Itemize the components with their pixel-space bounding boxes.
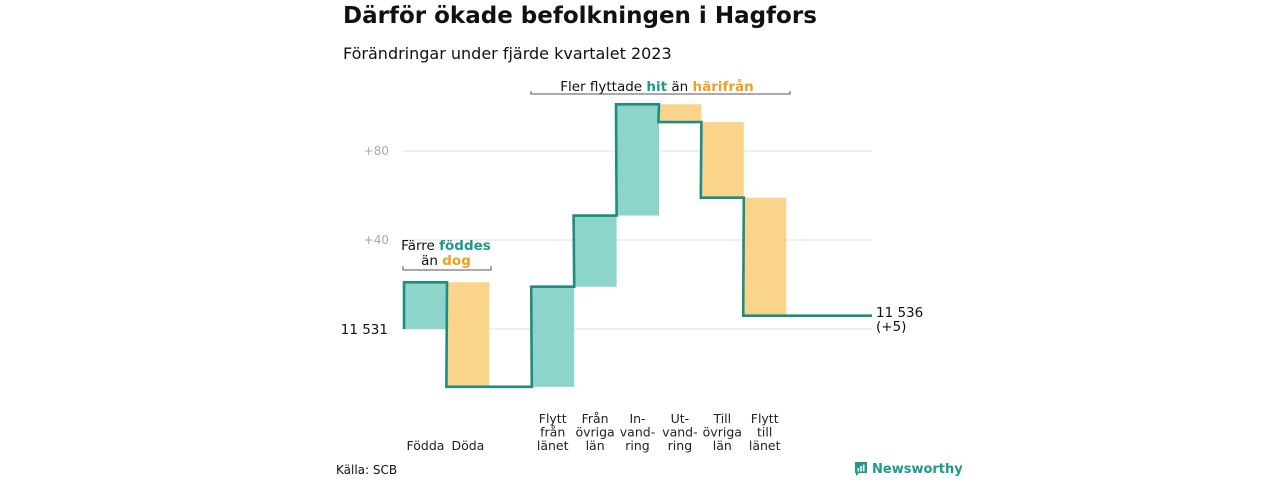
source-note: Källa: SCB [336, 463, 398, 477]
category-label: länet [537, 438, 569, 453]
category-label: Ut- [671, 411, 690, 426]
category-label: Döda [451, 438, 484, 453]
brand-logo: Newsworthy [854, 461, 963, 477]
category-label: från [540, 425, 565, 440]
category-label: In- [629, 411, 645, 426]
chart-title: Därför ökade befolkningen i Hagfors [343, 3, 817, 29]
category-label: Flytt [751, 411, 779, 426]
y-tick-label: +40 [364, 233, 389, 247]
start-value-label: 11 531 [341, 322, 388, 338]
annotation-bracket [402, 266, 492, 271]
chart-subtitle: Förändringar under fjärde kvartalet 2023 [343, 44, 672, 63]
category-label: ring [668, 438, 692, 453]
end-change-label: (+5) [876, 319, 906, 335]
category-label: övriga [703, 425, 742, 440]
annotation-bracket [530, 91, 791, 95]
waterfall-bar [700, 122, 744, 198]
category-label: Från [582, 411, 609, 426]
waterfall-bar [658, 104, 702, 123]
waterfall-bar [446, 282, 490, 387]
category-label: övriga [575, 425, 614, 440]
category-label: Födda [407, 438, 445, 453]
category-label: vand- [662, 425, 697, 440]
waterfall-bar [404, 282, 447, 329]
newsworthy-logo-icon [855, 462, 867, 476]
category-label: ring [625, 438, 649, 453]
y-tick-label: +80 [364, 144, 389, 158]
category-label: vand- [620, 425, 655, 440]
category-label: län [586, 438, 605, 453]
brand-name: Newsworthy [872, 461, 963, 477]
waterfall-bar [531, 286, 575, 387]
category-label: länet [749, 438, 781, 453]
category-label: Till [712, 411, 731, 426]
annotation-migration: Fler flyttade hit än härifrån [560, 78, 754, 95]
annotation-births-deaths-line2: än dog [421, 253, 471, 269]
end-value-label: 11 536 [876, 305, 923, 321]
waterfall-bar [616, 104, 659, 216]
cumulative-line [402, 102, 872, 389]
category-label: Flytt [539, 411, 567, 426]
waterfall-bar [573, 215, 617, 287]
category-label: län [713, 438, 732, 453]
category-label: till [757, 425, 772, 440]
annotation-births-deaths: Färre föddes [401, 238, 491, 254]
waterfall-bar [743, 197, 787, 316]
